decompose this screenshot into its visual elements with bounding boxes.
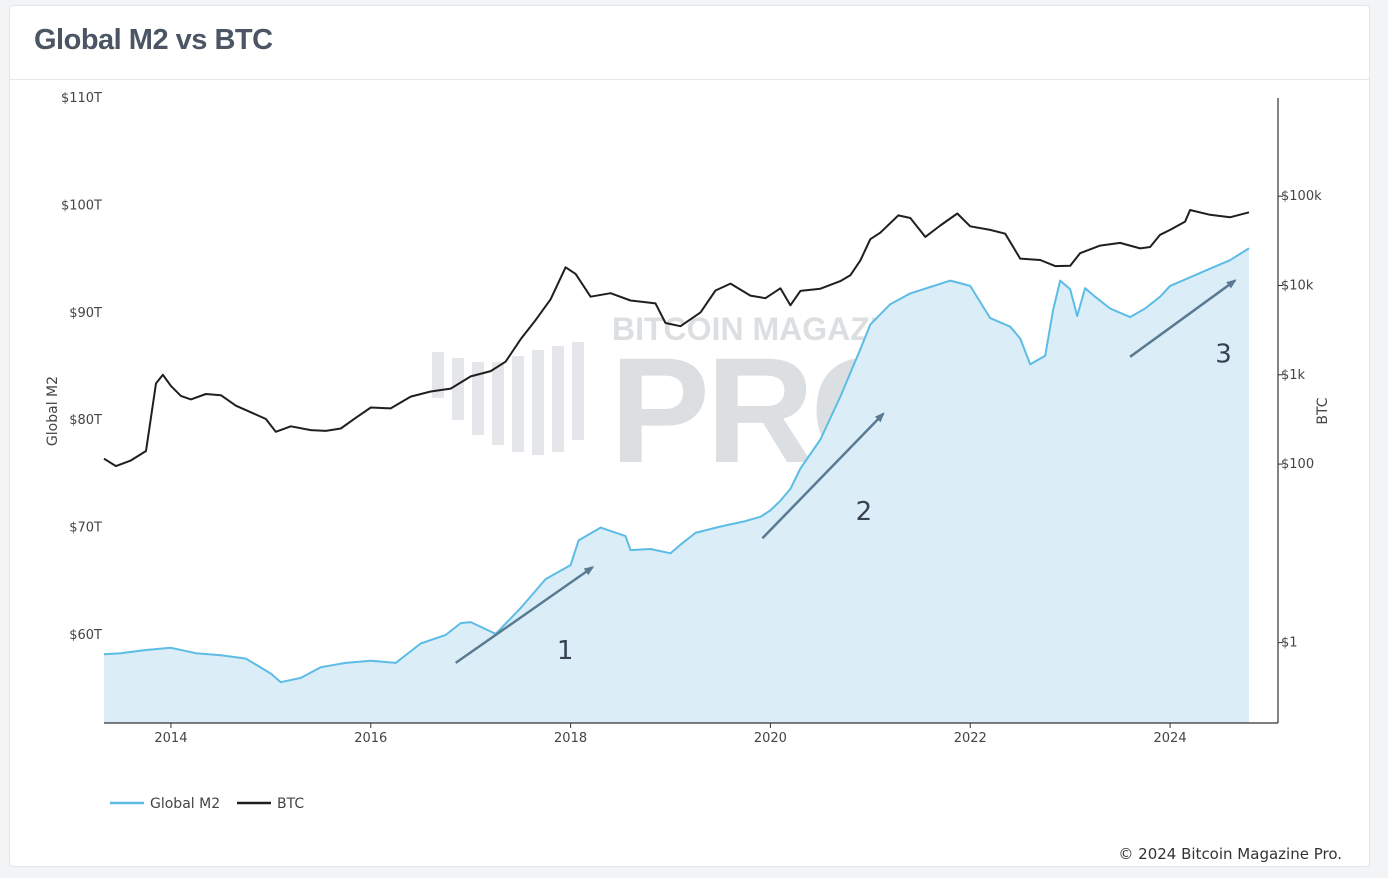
global-m2-area (104, 248, 1249, 724)
trend-arrow-label: 1 (557, 636, 574, 666)
right-y-tick-label: $1 (1281, 636, 1298, 651)
left-y-tick-label: $60T (69, 628, 102, 643)
left-y-axis-title: Global M2 (45, 376, 61, 446)
watermark-logo-bar (472, 362, 484, 435)
watermark-logo-bar (492, 362, 504, 445)
left-y-tick-label: $70T (69, 521, 102, 536)
chart-title: Global M2 vs BTC (34, 24, 273, 56)
legend: Global M2 BTC (110, 796, 304, 812)
right-y-tick-label: $100k (1281, 189, 1322, 204)
watermark-logo-bar (552, 346, 564, 452)
watermark-logo-bar (432, 352, 444, 398)
legend-label-global-m2: Global M2 (150, 796, 220, 812)
right-y-tick-label: $100 (1281, 457, 1314, 472)
trend-arrow-label: 3 (1215, 340, 1232, 370)
trend-arrow (761, 412, 885, 540)
trend-arrow (1129, 279, 1237, 358)
x-tick-label: 2024 (1154, 731, 1187, 746)
watermark-logo-bar (532, 350, 544, 455)
x-tick-label: 2022 (954, 731, 987, 746)
x-tick-label: 2020 (754, 731, 787, 746)
left-y-tick-label: $110T (61, 91, 102, 106)
left-y-tick-label: $80T (69, 413, 102, 428)
left-y-tick-label: $90T (69, 306, 102, 321)
x-tick-label: 2018 (554, 731, 587, 746)
right-y-tick-label: $10k (1281, 279, 1314, 294)
card-header: Global M2 vs BTC (10, 6, 1369, 80)
watermark-logo-bar (572, 342, 584, 440)
x-tick-label: 2014 (154, 731, 187, 746)
legend-label-btc: BTC (277, 796, 304, 812)
global-m2-line (103, 247, 1250, 684)
watermark-logo-bar (452, 358, 464, 420)
right-y-axis-title: BTC (1315, 397, 1331, 424)
watermark-logo-bar (512, 356, 524, 452)
trend-arrow (454, 566, 595, 664)
right-y-tick-label: $1k (1281, 368, 1306, 383)
x-tick-label: 2016 (354, 731, 387, 746)
trend-arrow-label: 2 (856, 497, 873, 527)
copyright-text: © 2024 Bitcoin Magazine Pro. (1118, 845, 1342, 863)
btc-line (103, 209, 1250, 468)
left-y-tick-label: $100T (61, 198, 102, 213)
